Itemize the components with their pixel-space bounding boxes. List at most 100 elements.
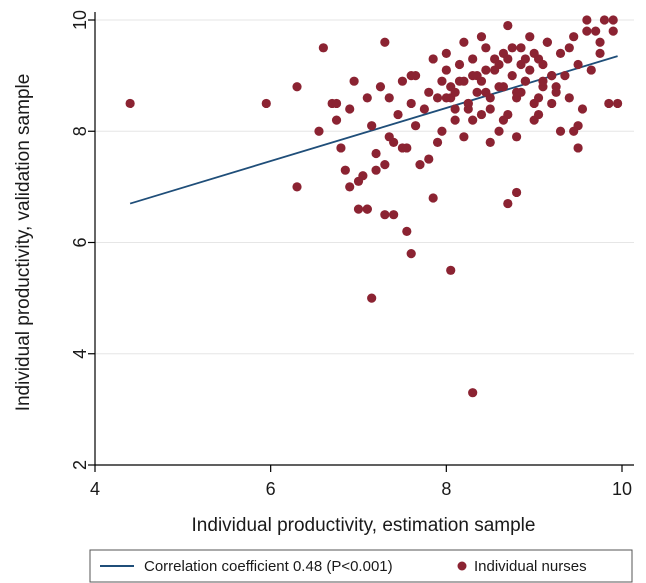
data-point [367, 121, 377, 131]
x-tick-label-4: 4 [90, 479, 100, 499]
data-point [608, 15, 618, 25]
y-axis-label: Individual productivity, validation samp… [13, 74, 34, 412]
data-point [432, 137, 443, 147]
data-point [367, 293, 377, 303]
legend: Correlation coefficient 0.48 (P<0.001) I… [89, 549, 633, 583]
data-point [336, 143, 346, 153]
data-point [380, 160, 390, 170]
data-point [446, 265, 456, 275]
x-tick-labels: 4 6 8 10 [90, 479, 632, 499]
x-tick-label-8: 8 [441, 479, 451, 499]
data-point [608, 26, 618, 36]
data-point [353, 204, 364, 214]
y-tick-label-4: 4 [70, 349, 90, 359]
data-point [547, 98, 557, 109]
data-point [428, 54, 438, 64]
data-point [555, 126, 566, 136]
data-point [494, 59, 504, 70]
data-point [560, 71, 570, 81]
data-point [371, 148, 381, 159]
data-point [415, 160, 425, 170]
data-point [410, 121, 421, 131]
data-point [384, 132, 394, 142]
data-point [472, 87, 482, 97]
data-point [375, 82, 386, 92]
x-tick-label-6: 6 [266, 479, 276, 499]
data-point [345, 104, 355, 114]
data-point [437, 126, 447, 136]
data-point [450, 87, 460, 97]
data-point [463, 98, 473, 109]
data-point [573, 59, 583, 70]
data-point [481, 43, 491, 53]
data-point [582, 26, 592, 36]
axes [88, 12, 634, 472]
data-point [441, 48, 451, 58]
data-point [362, 204, 372, 214]
data-point [494, 126, 504, 136]
data-point [511, 187, 522, 198]
data-point [529, 48, 539, 58]
data-point [397, 143, 408, 153]
data-point [498, 115, 509, 125]
regression-line [129, 55, 618, 205]
data-point [613, 98, 623, 109]
data-point [481, 87, 491, 97]
data-point [428, 193, 438, 203]
data-point [459, 37, 469, 47]
data-point [292, 182, 302, 192]
data-point [318, 43, 328, 53]
data-point [424, 87, 434, 97]
data-point [406, 71, 416, 81]
data-point [340, 165, 350, 175]
data-point [485, 137, 495, 147]
data-point [564, 43, 574, 53]
data-point [349, 76, 359, 86]
data-point [507, 43, 517, 53]
data-point [551, 82, 561, 92]
y-tick-label-10: 10 [70, 10, 90, 30]
data-point [454, 59, 465, 70]
data-point [595, 37, 605, 47]
data-point [569, 32, 579, 42]
data-point [586, 65, 596, 75]
data-point [520, 76, 530, 86]
data-point [503, 54, 513, 64]
data-point [599, 15, 610, 25]
data-point [498, 82, 509, 92]
data-point [547, 71, 557, 81]
data-point [476, 32, 487, 42]
data-point [345, 182, 355, 192]
data-point [538, 59, 548, 70]
data-point [371, 165, 381, 175]
data-point [503, 20, 513, 31]
data-point [331, 98, 342, 109]
data-point [591, 26, 601, 36]
data-point [542, 37, 552, 47]
data-point [481, 65, 491, 75]
data-point [432, 93, 443, 103]
legend-line-label: Correlation coefficient 0.48 (P<0.001) [144, 558, 393, 575]
data-point [564, 93, 574, 103]
regression-line-group [129, 55, 618, 205]
legend-point-swatch [457, 561, 467, 571]
data-point [406, 98, 416, 109]
data-point [476, 109, 487, 120]
data-point [582, 15, 592, 25]
data-point [503, 198, 513, 209]
data-point [555, 48, 566, 58]
legend-box [89, 549, 633, 583]
data-point [389, 210, 399, 220]
data-point [595, 48, 605, 58]
data-point [397, 76, 408, 86]
data-point [380, 37, 390, 47]
data-point [314, 126, 324, 136]
data-point [450, 104, 460, 114]
data-point [511, 132, 522, 142]
data-point [577, 104, 588, 114]
data-point [459, 76, 469, 86]
y-tick-label-8: 8 [70, 126, 90, 136]
data-points [125, 15, 623, 398]
data-point [402, 226, 412, 236]
